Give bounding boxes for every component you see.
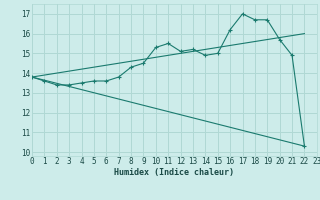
X-axis label: Humidex (Indice chaleur): Humidex (Indice chaleur)	[115, 168, 234, 177]
